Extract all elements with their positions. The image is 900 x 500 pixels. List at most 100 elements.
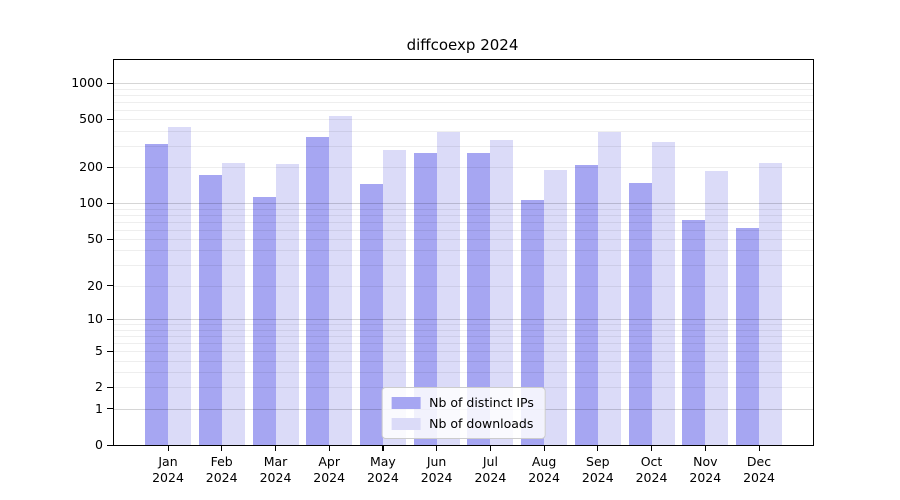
bar-jan-ips: [145, 143, 168, 445]
y-tick-label-2: 2: [95, 379, 103, 395]
bar-apr-downloads: [329, 116, 353, 445]
legend-label-ips: Nb of distinct IPs: [429, 395, 534, 410]
x-tick-mar: [275, 446, 277, 451]
y-tick-label-100: 100: [79, 195, 103, 211]
x-tick-month: Jan: [158, 454, 178, 469]
x-tick-jun: [436, 446, 438, 451]
bar-mar-downloads: [275, 163, 299, 445]
x-tick-month: Aug: [531, 454, 557, 469]
y-tick-label-20: 20: [87, 277, 103, 293]
bar-jul-downloads: [490, 139, 514, 445]
x-tick-month: Dec: [746, 454, 772, 469]
x-tick-nov: [704, 446, 706, 451]
x-tick-month: Jul: [482, 454, 498, 469]
x-tick-sep: [597, 446, 599, 451]
x-tick-label-oct: Oct 2024: [622, 454, 682, 485]
bar-mar-ips: [252, 196, 276, 445]
y-tick-5: [107, 350, 113, 352]
y-tick-label-50: 50: [87, 231, 103, 246]
bar-nov-downloads: [705, 170, 729, 445]
y-tick-label-1: 1: [95, 400, 103, 416]
x-tick-year: 2024: [581, 469, 614, 485]
y-tick-200: [107, 166, 113, 168]
legend-swatch-downloads: [391, 417, 421, 430]
y-tick-100: [107, 202, 113, 204]
bar-dec-downloads: [759, 162, 782, 445]
x-tick-label-feb: Feb 2024: [192, 454, 252, 485]
bar-jan-downloads: [168, 127, 191, 445]
bars-layer: [114, 60, 813, 445]
bar-feb-ips: [198, 175, 222, 445]
legend-row-ips: Nb of distinct IPs: [391, 395, 534, 410]
y-tick-10: [107, 318, 113, 321]
x-tick-year: 2024: [474, 469, 507, 485]
bar-sep-ips: [574, 165, 598, 445]
x-tick-label-aug: Aug 2024: [514, 454, 574, 485]
x-tick-year: 2024: [259, 469, 292, 485]
bar-may-downloads: [382, 150, 406, 445]
bar-dec-ips: [736, 227, 759, 445]
x-tick-label-mar: Mar 2024: [246, 454, 306, 485]
x-tick-label-dec: Dec 2024: [729, 454, 789, 485]
legend-label-downloads: Nb of downloads: [429, 416, 534, 431]
x-tick-month: Feb: [210, 454, 233, 469]
y-tick-label-1000: 1000: [71, 75, 103, 90]
bar-apr-ips: [306, 137, 330, 445]
x-tick-month: Apr: [318, 454, 340, 469]
x-tick-year: 2024: [313, 469, 346, 485]
x-tick-label-nov: Nov 2024: [675, 454, 735, 485]
bar-aug-downloads: [544, 170, 568, 445]
legend-row-downloads: Nb of downloads: [391, 416, 534, 431]
x-tick-year: 2024: [635, 469, 668, 485]
x-tick-label-may: May 2024: [353, 454, 413, 485]
x-tick-year: 2024: [366, 469, 399, 485]
y-tick-20: [107, 285, 113, 287]
x-tick-feb: [221, 446, 223, 451]
x-tick-dec: [758, 446, 760, 451]
x-tick-aug: [543, 446, 545, 451]
y-tick-label-200: 200: [79, 159, 103, 175]
y-tick-label-500: 500: [79, 111, 103, 127]
bar-oct-ips: [628, 182, 652, 445]
y-tick-50: [107, 238, 113, 240]
x-tick-month: May: [369, 454, 396, 469]
y-tick-500: [107, 118, 113, 120]
x-tick-may: [382, 446, 384, 451]
legend-swatch-ips: [391, 396, 421, 409]
x-tick-month: Nov: [693, 454, 718, 469]
y-tick-label-5: 5: [95, 343, 103, 359]
x-tick-label-sep: Sep 2024: [568, 454, 628, 485]
bar-oct-downloads: [651, 142, 675, 445]
x-tick-label-jul: Jul 2024: [460, 454, 520, 485]
x-tick-year: 2024: [743, 469, 775, 485]
plot-area: Nb of distinct IPs Nb of downloads 0 1 2 5 10…: [71, 59, 814, 485]
bar-may-ips: [359, 183, 383, 445]
x-tick-jan: [167, 446, 169, 451]
y-tick-2: [107, 386, 113, 389]
bar-jul-ips: [467, 152, 491, 445]
x-tick-year: 2024: [152, 469, 184, 485]
y-tick-label-10: 10: [87, 311, 103, 327]
x-tick-label-jun: Jun 2024: [407, 454, 467, 485]
legend: Nb of distinct IPs Nb of downloads: [381, 387, 546, 439]
y-tick-0: [107, 444, 113, 446]
bar-jun-ips: [413, 152, 437, 445]
x-tick-month: Mar: [263, 454, 288, 469]
x-tick-label-apr: Apr 2024: [299, 454, 359, 485]
x-tick-month: Oct: [640, 454, 663, 469]
y-tick-1000: [107, 82, 113, 84]
x-tick-year: 2024: [689, 469, 722, 485]
bar-jun-downloads: [436, 131, 460, 445]
bar-sep-downloads: [597, 132, 621, 445]
bar-nov-ips: [682, 220, 706, 445]
x-tick-year: 2024: [528, 469, 560, 485]
x-tick-oct: [651, 446, 653, 451]
bar-feb-downloads: [221, 162, 245, 445]
x-tick-month: Sep: [586, 454, 610, 469]
x-tick-label-jan: Jan 2024: [138, 454, 198, 485]
y-tick-label-0: 0: [95, 437, 103, 452]
x-tick-apr: [328, 446, 330, 451]
bar-aug-ips: [521, 200, 545, 445]
x-tick-month: Jun: [426, 454, 447, 469]
